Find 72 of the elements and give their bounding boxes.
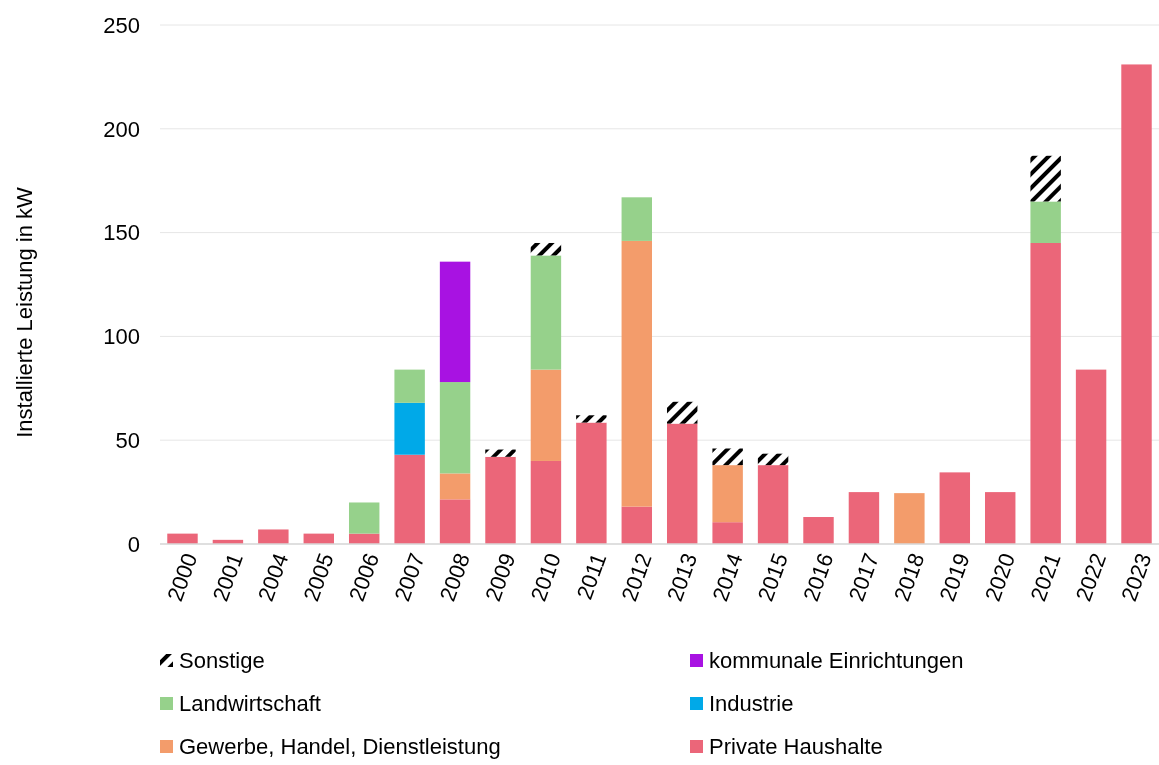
- bar: [576, 422, 607, 544]
- bar: [530, 242, 562, 256]
- bar: [530, 255, 562, 370]
- bar: [394, 454, 425, 544]
- x-tick-label: 2018: [889, 549, 930, 605]
- x-tick-label: 2007: [389, 549, 430, 605]
- bar: [394, 369, 425, 403]
- bar: [394, 402, 425, 455]
- y-tick-label: 150: [103, 220, 140, 246]
- x-tick-label: 2014: [707, 549, 748, 605]
- y-tick-label: 100: [103, 324, 140, 350]
- bar: [1030, 201, 1061, 243]
- legend-label: Private Haushalte: [709, 733, 883, 759]
- bar: [848, 492, 880, 544]
- y-tick-label: 50: [115, 427, 140, 453]
- bar: [530, 460, 562, 544]
- y-axis-title: Installierte Leistung in kW: [12, 186, 37, 438]
- bar: [939, 472, 971, 544]
- bar: [485, 456, 516, 544]
- x-tick-label: 2005: [298, 549, 339, 605]
- x-tick-label: 2010: [525, 549, 566, 605]
- bar: [439, 382, 471, 474]
- x-tick-label: 2011: [571, 549, 612, 603]
- x-tick-label: 2006: [343, 549, 385, 605]
- bar: [1030, 242, 1061, 544]
- bar: [712, 522, 743, 544]
- bar: [258, 529, 289, 544]
- x-tick-label: 2008: [434, 549, 475, 605]
- bar: [621, 240, 652, 507]
- bar: [439, 261, 471, 383]
- x-tick-label: 2000: [162, 549, 203, 605]
- bar: [985, 492, 1016, 544]
- bar: [439, 499, 471, 544]
- bar: [712, 465, 743, 523]
- x-tick-label: 2012: [616, 549, 657, 605]
- bar: [530, 369, 562, 461]
- legend-label: kommunale Einrichtungen: [709, 647, 964, 673]
- x-tick-label: 2015: [752, 549, 794, 605]
- x-tick-label: 2013: [661, 549, 703, 605]
- bar: [1075, 369, 1107, 544]
- x-tick-label: 2001: [207, 549, 248, 605]
- x-tick-label: 2017: [843, 549, 884, 605]
- bar: [439, 473, 471, 500]
- y-tick-label: 250: [103, 12, 140, 38]
- x-tick-label: 2004: [253, 549, 294, 605]
- bar: [1030, 155, 1061, 202]
- x-tick-label: 2009: [480, 549, 521, 605]
- bar: [348, 502, 380, 534]
- bar: [757, 465, 789, 544]
- x-tick-label: 2021: [1025, 549, 1066, 605]
- bar: [621, 506, 652, 544]
- bar: [667, 423, 698, 544]
- bar: [894, 493, 925, 544]
- legend-label: Industrie: [709, 690, 794, 716]
- y-tick-label: 200: [103, 116, 140, 142]
- legend-label: Landwirtschaft: [179, 690, 321, 716]
- x-tick-label: 2023: [1116, 549, 1157, 605]
- legend-label: Gewerbe, Handel, Dienstleistung: [179, 733, 501, 759]
- bar: [621, 197, 652, 241]
- x-tick-label: 2020: [979, 549, 1021, 605]
- bar: [803, 517, 834, 544]
- bar: [757, 453, 789, 466]
- y-tick-label: 0: [127, 531, 140, 557]
- bar: [1121, 64, 1152, 544]
- bar: [712, 448, 743, 466]
- x-tick-label: 2016: [798, 549, 839, 605]
- bar: [667, 401, 698, 424]
- bar: [485, 449, 516, 457]
- legend-label: Sonstige: [179, 647, 265, 673]
- x-tick-label: 2019: [934, 549, 975, 605]
- bar: [576, 415, 607, 423]
- x-tick-label: 2022: [1070, 549, 1112, 605]
